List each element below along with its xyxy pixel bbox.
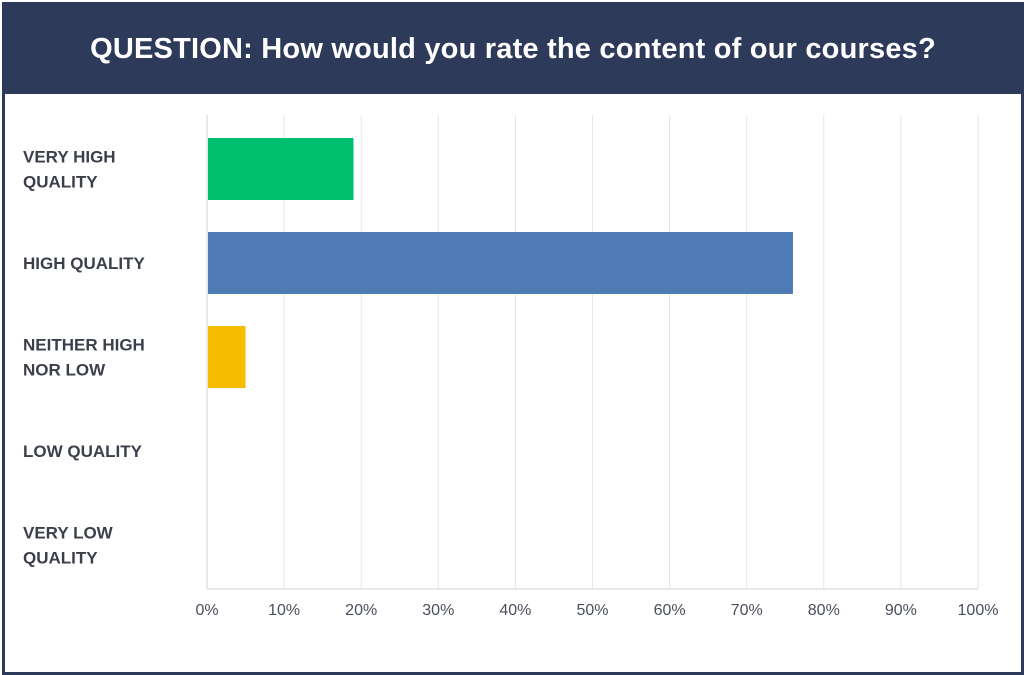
- x-tick-label: 40%: [499, 602, 531, 619]
- category-label: LOW QUALITY: [23, 442, 143, 461]
- category-label: VERY LOW QUALITY: [23, 524, 114, 568]
- x-tick-label: 0%: [195, 602, 218, 619]
- x-tick-label: 10%: [268, 602, 300, 619]
- category-label: HIGH QUALITY: [23, 254, 145, 273]
- x-tick-label: 50%: [576, 602, 608, 619]
- x-tick-label: 30%: [422, 602, 454, 619]
- x-tick-label: 80%: [808, 602, 840, 619]
- x-tick-label: 100%: [958, 602, 999, 619]
- question-title: QUESTION: How would you rate the content…: [90, 33, 936, 65]
- bar: [208, 138, 354, 200]
- x-tick-label: 70%: [731, 602, 763, 619]
- bar-chart: 0% 10% 20% 30% 40% 50% 60% 70% 80% 90% 100% VERY HI…: [23, 115, 999, 619]
- question-header: QUESTION: How would you rate the content…: [5, 5, 1021, 94]
- bar: [208, 326, 246, 388]
- bar: [208, 232, 793, 294]
- x-tick-label: 20%: [345, 602, 377, 619]
- category-label: VERY HIGH QUALITY: [23, 148, 116, 192]
- x-tick-label: 60%: [654, 602, 686, 619]
- x-tick-label: 90%: [885, 602, 917, 619]
- category-label: NEITHER HIGH NOR LOW: [23, 336, 145, 380]
